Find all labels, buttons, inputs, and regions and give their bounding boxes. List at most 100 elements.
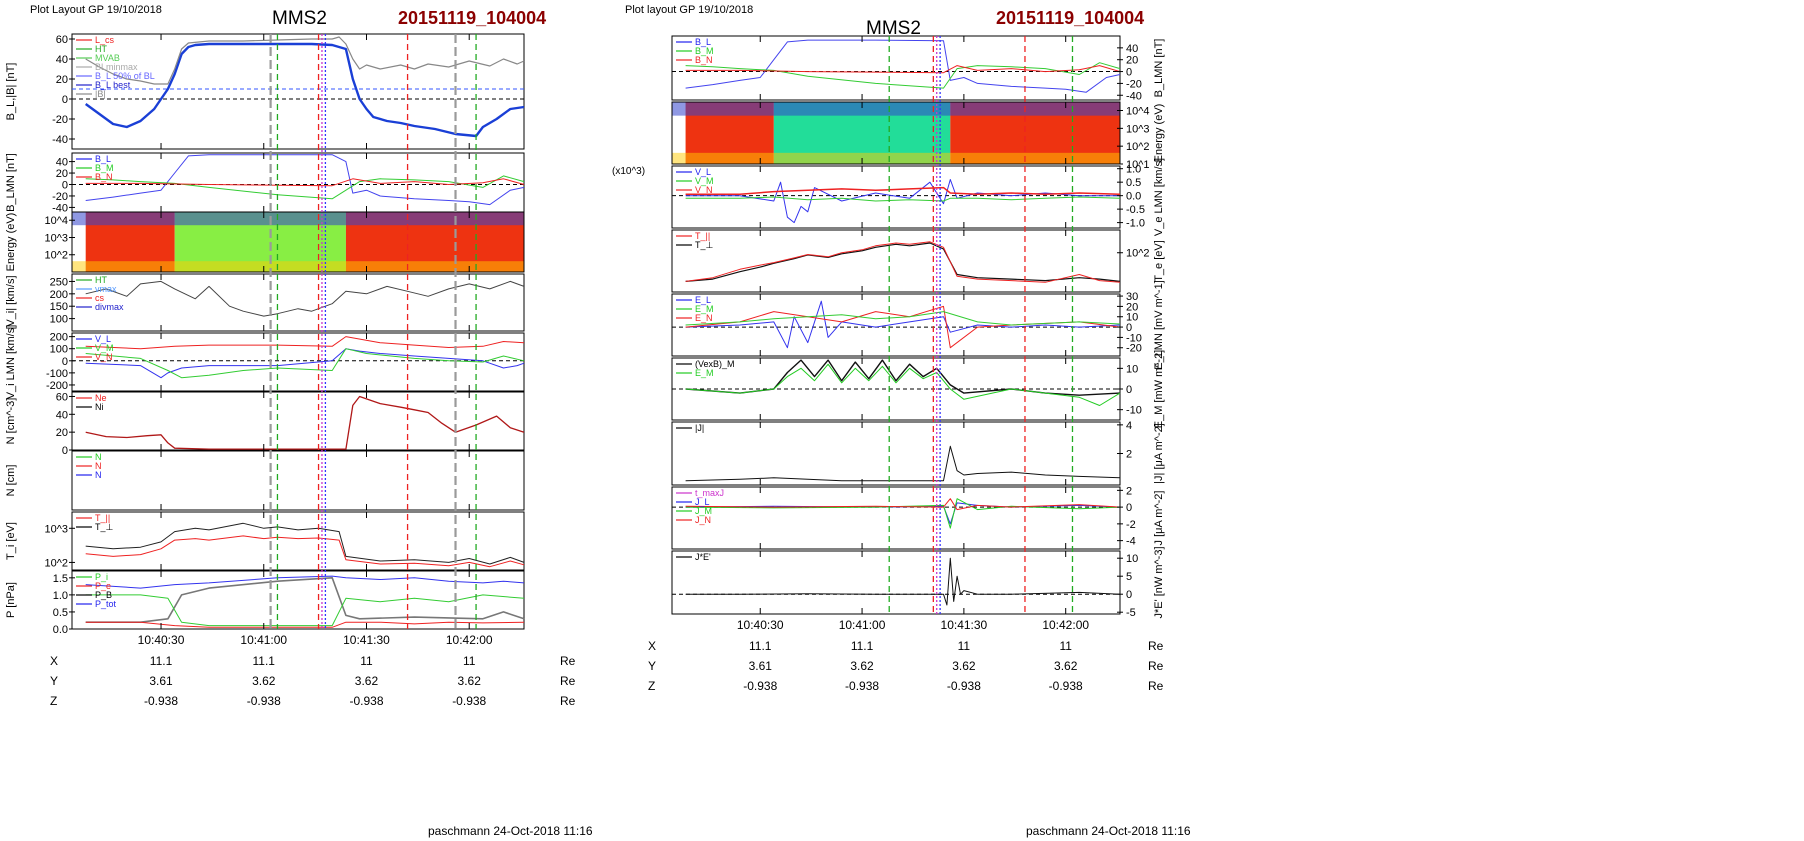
legend-entry: |B| (95, 89, 106, 99)
legend-entry: HT (95, 275, 107, 285)
series-J*E' (685, 557, 1121, 606)
series-E_M (685, 363, 1121, 406)
ephemeris-value: -0.938 (947, 679, 981, 693)
y-axis-label: V_i LMN [km/s] (5, 325, 17, 400)
y-axis-label: E_M [mW m^-2] (1153, 350, 1165, 429)
legend-entry: E_N (695, 313, 713, 323)
legend-entry: B_L 50% of BL (95, 71, 155, 81)
y-tick-label: -20 (52, 191, 68, 203)
y-tick-label: 2 (1126, 449, 1132, 461)
series-E_L (685, 300, 1121, 349)
y-axis-label: B_L,|B| [nT] (5, 63, 17, 121)
legend-entry: divmax (95, 302, 124, 312)
y-tick-label: -20 (1126, 343, 1142, 355)
y-tick-label: 20 (56, 168, 68, 180)
legend-entry: |J| (695, 423, 704, 433)
y-tick-label: 0 (62, 356, 68, 368)
series-V_L (685, 179, 1120, 224)
spacecraft-title: MMS2 (272, 8, 327, 29)
ephemeris-value: -0.938 (845, 679, 879, 693)
legend-entry: E_M (695, 304, 714, 314)
ephemeris-value: 11.1 (749, 639, 772, 653)
legend-entry: T_|| (95, 513, 110, 523)
ephemeris-value: 3.62 (1054, 659, 1078, 673)
y-tick-label: 0 (1126, 384, 1132, 396)
y-tick-label: -40 (52, 202, 68, 214)
series-V_N (85, 336, 525, 350)
y-tick-label: -200 (46, 380, 68, 392)
series-B_L (685, 39, 1121, 93)
y-axis-label: |V_i| [km/s] (5, 275, 17, 329)
series-Ne (85, 395, 525, 450)
ephemeris-unit: Re (1148, 639, 1164, 653)
y-tick-label: 0 (1126, 67, 1132, 79)
ephemeris-value: 11 (360, 654, 373, 668)
y-tick-label: -4 (1126, 536, 1136, 548)
y-tick-label: 0 (62, 94, 68, 106)
y-tick-label: -100 (46, 368, 68, 380)
ephemeris-value: 3.62 (355, 674, 379, 688)
y-tick-label: 0.0 (53, 624, 68, 636)
ephemeris-value: 11 (1059, 639, 1072, 653)
panel-frame (71, 450, 525, 511)
panel-frame (671, 486, 1121, 550)
legend-entry: vmax (95, 284, 117, 294)
plot-layout-header: Plot layout GP 19/10/2018 (625, 4, 754, 16)
ephemeris-value: 11.1 (253, 654, 276, 668)
panel-frame (71, 332, 525, 392)
y-tick-label: 10^2 (1126, 141, 1150, 153)
y-axis-label: T_e [eV] (1153, 240, 1165, 282)
y-tick-label: 1.0 (1126, 164, 1141, 176)
legend-entry: V_M (95, 343, 114, 353)
legend-entry: t_maxJ (695, 488, 724, 498)
y-tick-label: -10 (1126, 405, 1142, 417)
panel-2: 10^4 10^3 10^2 Energy (eV) (5, 211, 525, 273)
y-tick-label: 0 (1126, 589, 1132, 601)
y-tick-label: 0 (1126, 322, 1132, 334)
y-tick-label: -1.0 (1126, 218, 1145, 230)
ephemeris-label: X (648, 639, 656, 653)
ephemeris-unit: Re (1148, 659, 1164, 673)
ephemeris-unit: Re (1148, 679, 1164, 693)
y-axis-label: J [μA m^-2] (1153, 491, 1165, 546)
legend-entry: cs (95, 293, 105, 303)
y-tick-label: 10^2 (44, 557, 68, 569)
time-tick-label: 10:40:30 (737, 618, 784, 632)
legend-entry: B_N (95, 172, 113, 182)
legend-entry: B_M (95, 163, 114, 173)
y-tick-label: 0 (62, 445, 68, 457)
panel-5: 10 0 -10 E_M [mW m^-2] (VexB)_ME_M (671, 350, 1165, 429)
ephemeris-unit: Re (560, 654, 576, 668)
y-tick-label: 40 (56, 409, 68, 421)
y-tick-label: 5 (1126, 571, 1132, 583)
y-tick-label: 10 (1126, 553, 1138, 565)
y-axis-label: Energy (eV) (1153, 104, 1165, 163)
spectrogram-low-energy (672, 152, 1120, 164)
legend-entry: T_|| (695, 231, 710, 241)
ephemeris-value: 3.62 (952, 659, 976, 673)
y-tick-label: 20 (1126, 55, 1138, 67)
panel-0: 60 40 20 0 -20 -40 B_L,|B| [nT] L_csHTMVABBLmin… (5, 33, 525, 150)
legend-entry: P_i (95, 572, 108, 582)
ephemeris-value: -0.938 (144, 694, 178, 708)
series-T_perp (685, 242, 1121, 282)
y-tick-label: 0 (62, 180, 68, 192)
series-P_tot (85, 575, 525, 589)
legend-entry: J_N (695, 515, 711, 525)
ephemeris-label: X (50, 654, 58, 668)
panel-6: 4 2 |J| [μA m^-2] |J| (671, 420, 1165, 486)
y-tick-label: 10^4 (44, 215, 68, 227)
footer-signature: paschmann 24-Oct-2018 11:16 (1026, 824, 1191, 838)
ephemeris-value: 11.1 (150, 654, 173, 668)
y-tick-label: 30 (1126, 291, 1138, 303)
legend-entry: T_⊥ (695, 240, 714, 250)
event-id: 20151119_104004 (398, 8, 547, 28)
ephemeris-value: 3.61 (749, 659, 773, 673)
series-V_M (685, 196, 1121, 202)
